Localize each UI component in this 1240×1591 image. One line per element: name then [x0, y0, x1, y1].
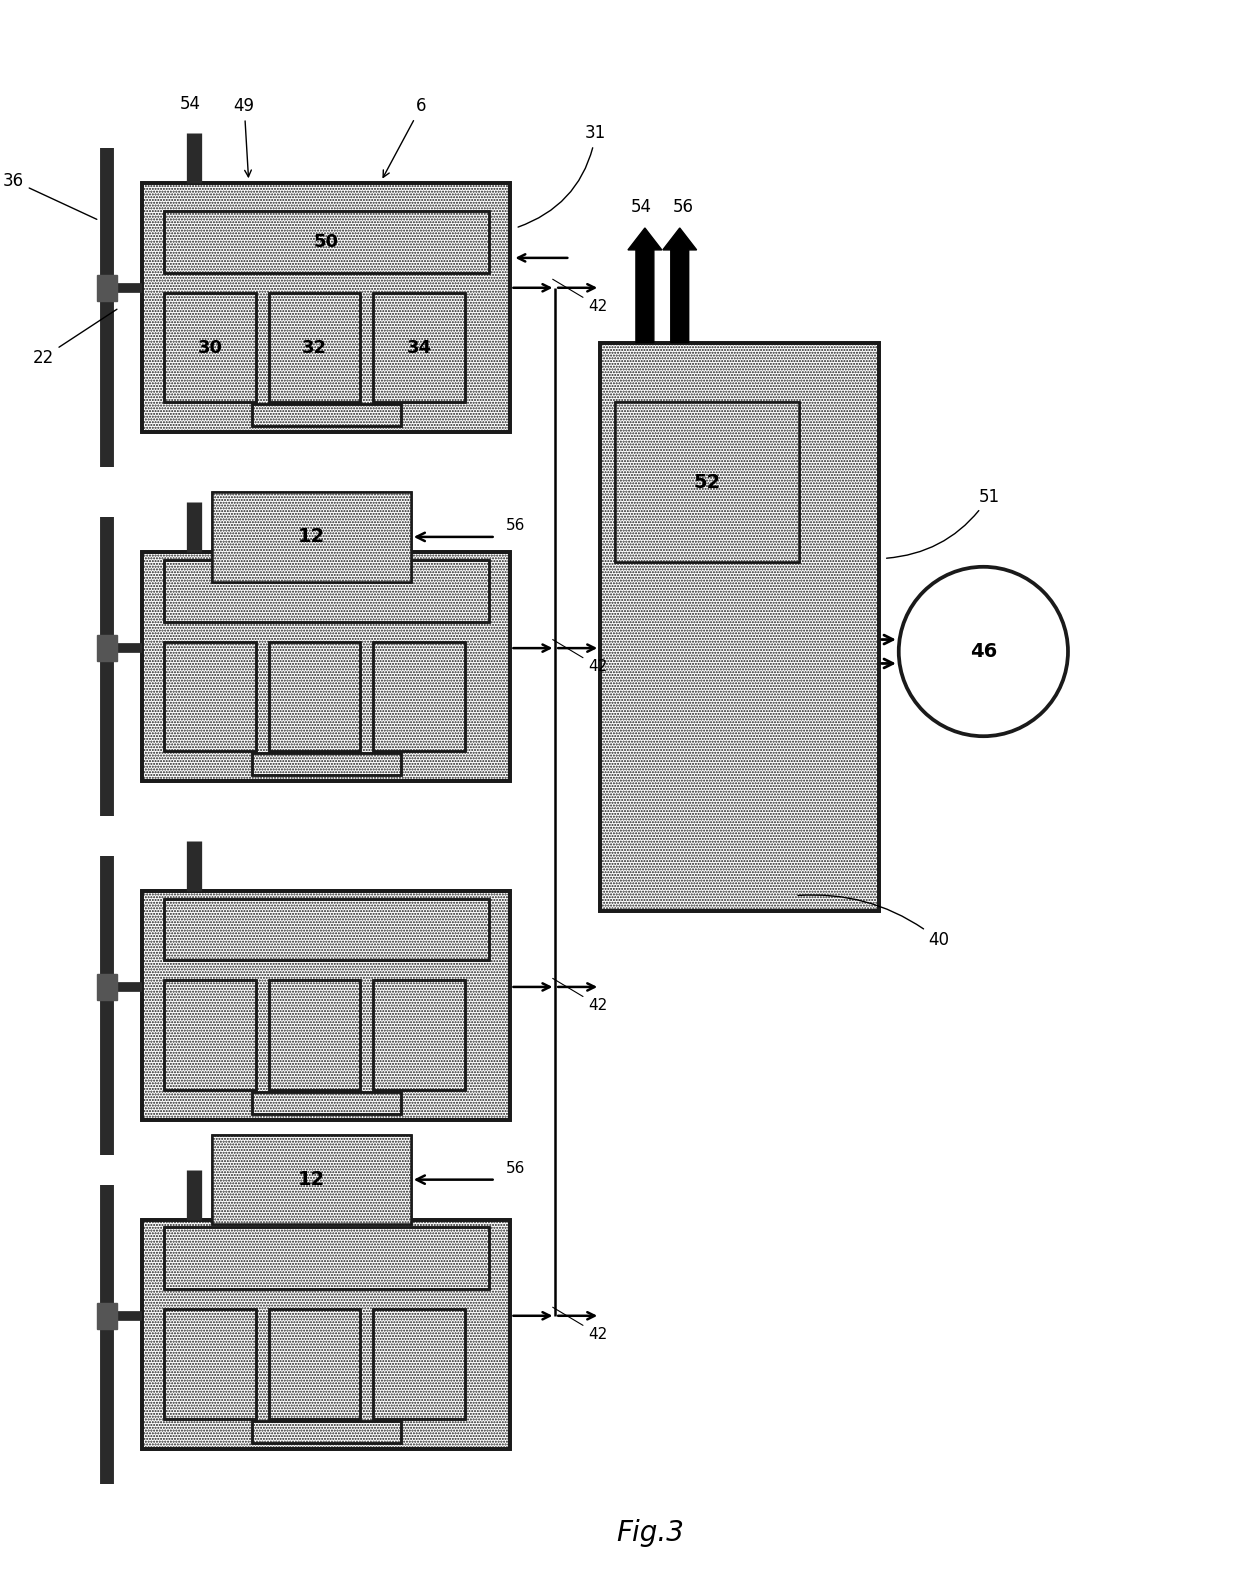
Bar [252, 1421, 401, 1443]
Bar [143, 1220, 511, 1449]
Bar [164, 641, 255, 751]
Bar [212, 492, 410, 582]
Bar [269, 1309, 360, 1419]
Bar [164, 641, 255, 751]
Text: 50: 50 [314, 232, 339, 251]
Bar [212, 492, 410, 582]
Bar [269, 641, 360, 751]
Bar [373, 1309, 465, 1419]
Bar [269, 980, 360, 1090]
Bar [98, 635, 118, 662]
Bar [164, 1228, 489, 1289]
Bar [143, 552, 511, 781]
Bar [98, 1303, 118, 1328]
Bar [600, 342, 879, 910]
Text: Fig.3: Fig.3 [616, 1519, 683, 1548]
Bar [164, 212, 489, 272]
Text: 12: 12 [298, 527, 325, 546]
Bar [164, 293, 255, 403]
Text: 22: 22 [32, 309, 117, 366]
Text: 36: 36 [2, 172, 97, 220]
Bar [164, 980, 255, 1090]
Bar [269, 293, 360, 403]
Bar [164, 293, 255, 403]
Bar [143, 891, 511, 1120]
Bar [373, 641, 465, 751]
Bar [164, 212, 489, 272]
Text: 6: 6 [383, 97, 427, 177]
Bar [164, 560, 489, 622]
FancyArrow shape [627, 228, 662, 342]
Text: 42: 42 [553, 280, 608, 313]
Text: 51: 51 [887, 487, 999, 558]
Bar [212, 1134, 410, 1225]
Bar [143, 183, 511, 433]
Bar [164, 560, 489, 622]
Text: 52: 52 [693, 473, 720, 492]
Bar [252, 1091, 401, 1114]
Circle shape [899, 566, 1068, 737]
Bar [164, 1309, 255, 1419]
Bar [164, 899, 489, 961]
Bar [615, 403, 800, 562]
Text: 42: 42 [553, 640, 608, 675]
Bar [143, 552, 511, 781]
Bar [252, 753, 401, 775]
Text: 54: 54 [180, 95, 201, 113]
Bar [143, 891, 511, 1120]
Bar [212, 1134, 410, 1225]
Bar [373, 641, 465, 751]
Bar [98, 275, 118, 301]
Bar [98, 974, 118, 999]
Bar [373, 980, 465, 1090]
Bar [252, 404, 401, 426]
Bar [269, 1309, 360, 1419]
Bar [615, 403, 800, 562]
Bar [373, 293, 465, 403]
FancyArrow shape [663, 228, 697, 342]
Bar [143, 183, 511, 433]
Text: 42: 42 [553, 978, 608, 1013]
Bar [252, 753, 401, 775]
Bar [252, 404, 401, 426]
Text: 49: 49 [233, 97, 254, 177]
Bar [164, 899, 489, 961]
Text: 56: 56 [673, 197, 694, 216]
Text: 54: 54 [630, 197, 651, 216]
Text: 12: 12 [298, 1169, 325, 1188]
Text: 34: 34 [407, 339, 432, 356]
Bar [164, 980, 255, 1090]
Text: 31: 31 [518, 124, 606, 228]
Bar [269, 293, 360, 403]
Text: 56: 56 [506, 1161, 525, 1176]
Bar [373, 980, 465, 1090]
Bar [143, 1220, 511, 1449]
Bar [269, 641, 360, 751]
Text: 42: 42 [553, 1308, 608, 1341]
Text: 32: 32 [301, 339, 327, 356]
Text: 30: 30 [197, 339, 222, 356]
Bar [164, 1228, 489, 1289]
Text: 40: 40 [799, 896, 950, 950]
Bar [269, 980, 360, 1090]
Text: 46: 46 [970, 643, 997, 660]
Bar [373, 1309, 465, 1419]
Bar [252, 1091, 401, 1114]
Bar [600, 342, 879, 910]
Text: 56: 56 [506, 519, 525, 533]
Bar [252, 1421, 401, 1443]
Bar [164, 1309, 255, 1419]
Bar [373, 293, 465, 403]
